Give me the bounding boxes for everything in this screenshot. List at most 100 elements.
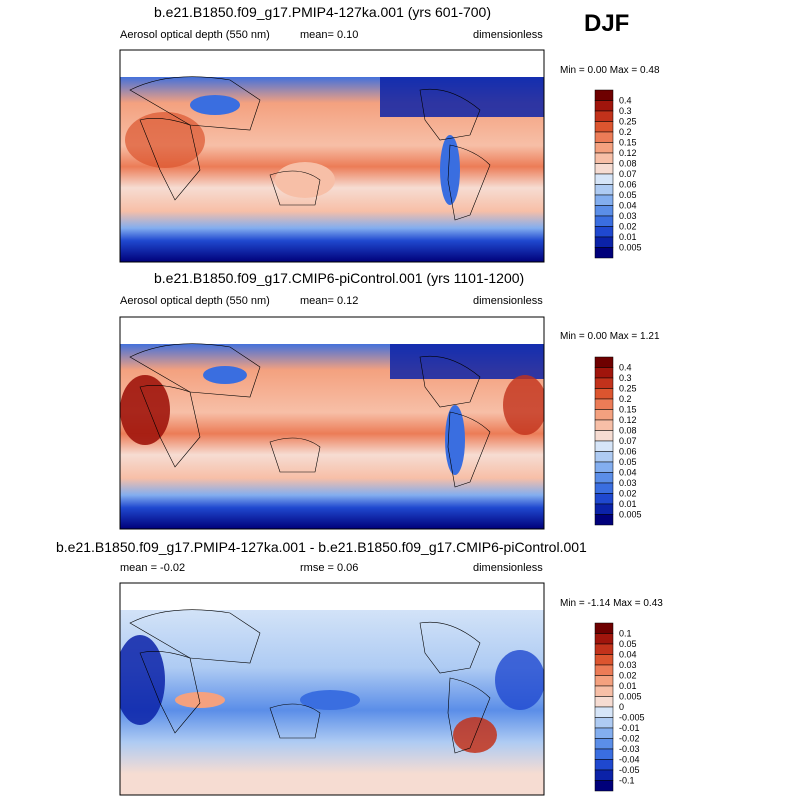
- panel-3-units: dimensionless: [473, 562, 543, 574]
- colorbar-2-label: 0.3: [619, 373, 632, 383]
- panel-1-minmax: Min = 0.00 Max = 0.48: [560, 65, 660, 76]
- colorbar-1-label: 0.08: [619, 159, 637, 169]
- colorbar-2-label: 0.04: [619, 468, 637, 478]
- panel-3-mean: mean = -0.02: [120, 562, 186, 574]
- colorbar-2-label: 0.07: [619, 436, 637, 446]
- colorbar-3-label: -0.01: [619, 723, 640, 733]
- colorbar-1-swatch: [594, 247, 614, 259]
- colorbar-1-swatch: [594, 173, 614, 185]
- colorbar-2-label: 0.05: [619, 457, 637, 467]
- colorbar-3-swatch: [594, 685, 614, 697]
- colorbar-3-swatch: [594, 654, 614, 666]
- colorbar-3-swatch: [594, 717, 614, 729]
- panel-3-title: b.e21.B1850.f09_g17.PMIP4-127ka.001 - b.…: [56, 539, 587, 555]
- colorbar-1-label: 0.04: [619, 201, 637, 211]
- colorbar-2-swatch: [594, 514, 614, 526]
- colorbar-2-label: 0.12: [619, 415, 637, 425]
- colorbar-3-label: -0.02: [619, 734, 640, 744]
- colorbar-1-swatch: [594, 121, 614, 133]
- panel-2-map: [120, 317, 544, 529]
- panel-1-variable: Aerosol optical depth (550 nm): [120, 29, 270, 41]
- colorbar-2-label: 0.02: [619, 489, 637, 499]
- colorbar-3-label: 0.03: [619, 660, 637, 670]
- panel-2-frame: [119, 316, 545, 530]
- colorbar-2-swatch: [594, 482, 614, 494]
- colorbar-2-label: 0.03: [619, 478, 637, 488]
- colorbar-2-label: 0.06: [619, 447, 637, 457]
- colorbar-1-label: 0.15: [619, 138, 637, 148]
- colorbar-1-swatch: [594, 205, 614, 217]
- colorbar-1-label: 0.3: [619, 106, 632, 116]
- panel-3-minmax: Min = -1.14 Max = 0.43: [560, 598, 663, 609]
- colorbar-1-swatch: [594, 131, 614, 143]
- panel-2-variable: Aerosol optical depth (550 nm): [120, 295, 270, 307]
- colorbar-3-label: 0.04: [619, 650, 637, 660]
- panel-1-title: b.e21.B1850.f09_g17.PMIP4-127ka.001 (yrs…: [154, 4, 492, 20]
- colorbar-3-swatch: [594, 769, 614, 781]
- colorbar-1-label: 0.4: [619, 96, 632, 106]
- panel-2-stat: mean= 0.12: [300, 295, 359, 307]
- colorbar-2-label: 0.4: [619, 363, 632, 373]
- colorbar-2-swatch: [594, 419, 614, 431]
- panel-1-stat: mean= 0.10: [300, 29, 359, 41]
- panel-3-map: [120, 583, 544, 795]
- colorbar-3-label: 0.1: [619, 629, 632, 639]
- panel-2-minmax: Min = 0.00 Max = 1.21: [560, 331, 660, 342]
- colorbar-3-swatch: [594, 738, 614, 750]
- colorbar-2-swatch: [594, 493, 614, 505]
- colorbar-1-swatch: [594, 100, 614, 112]
- colorbar-3-swatch: [594, 696, 614, 708]
- colorbar-3-label: -0.005: [619, 713, 645, 723]
- colorbar-3-swatch: [594, 780, 614, 792]
- colorbar-3-label: 0.05: [619, 639, 637, 649]
- colorbar-2-label: 0.005: [619, 510, 642, 520]
- colorbar-3-label: -0.03: [619, 744, 640, 754]
- colorbar-1-label: 0.02: [619, 222, 637, 232]
- colorbar-2-swatch: [594, 503, 614, 515]
- colorbar-1-swatch: [594, 110, 614, 122]
- colorbar-1-swatch: [594, 226, 614, 238]
- colorbar-3-label: -0.04: [619, 755, 640, 765]
- colorbar-2-swatch: [594, 409, 614, 421]
- panel-3-rmse: rmse = 0.06: [300, 562, 359, 574]
- colorbar-2-swatch: [594, 377, 614, 389]
- colorbar-2-swatch: [594, 472, 614, 484]
- colorbar-1-label: 0.03: [619, 211, 637, 221]
- colorbar-1-label: 0.005: [619, 243, 642, 253]
- colorbar-1-label: 0.2: [619, 127, 632, 137]
- colorbar-1-swatch: [594, 194, 614, 206]
- colorbar-3-label: -0.05: [619, 765, 640, 775]
- colorbar-3-label: 0.02: [619, 671, 637, 681]
- colorbar-3-swatch: [594, 748, 614, 760]
- panel-2-title: b.e21.B1850.f09_g17.CMIP6-piControl.001 …: [154, 270, 525, 286]
- colorbar-3-swatch: [594, 706, 614, 718]
- panel-2-units: dimensionless: [473, 295, 543, 307]
- colorbar-2-swatch: [594, 356, 614, 368]
- colorbar-1-swatch: [594, 142, 614, 154]
- colorbar-3-swatch: [594, 759, 614, 771]
- colorbar-3-label: -0.1: [619, 776, 635, 786]
- colorbar-1-label: 0.12: [619, 148, 637, 158]
- colorbar-2-label: 0.08: [619, 426, 637, 436]
- colorbar-3-swatch: [594, 622, 614, 634]
- colorbar-3-label: 0.005: [619, 692, 642, 702]
- colorbar-2-label: 0.15: [619, 405, 637, 415]
- colorbar-1-swatch: [594, 184, 614, 196]
- colorbar-1-swatch: [594, 152, 614, 164]
- colorbar-1-swatch: [594, 89, 614, 101]
- colorbar-1-swatch: [594, 236, 614, 248]
- colorbar-1-label: 0.06: [619, 180, 637, 190]
- colorbar-3-swatch: [594, 727, 614, 739]
- colorbar-1-swatch: [594, 215, 614, 227]
- colorbar-2-swatch: [594, 430, 614, 442]
- colorbar-2-swatch: [594, 451, 614, 463]
- colorbar-2-label: 0.2: [619, 394, 632, 404]
- colorbar-1-label: 0.01: [619, 232, 637, 242]
- colorbar-2-label: 0.01: [619, 499, 637, 509]
- season-label: DJF: [584, 10, 630, 37]
- colorbar-1-swatch: [594, 163, 614, 175]
- colorbar-3-swatch: [594, 633, 614, 645]
- panel-1-map: [120, 50, 544, 262]
- panel-1-units: dimensionless: [473, 29, 543, 41]
